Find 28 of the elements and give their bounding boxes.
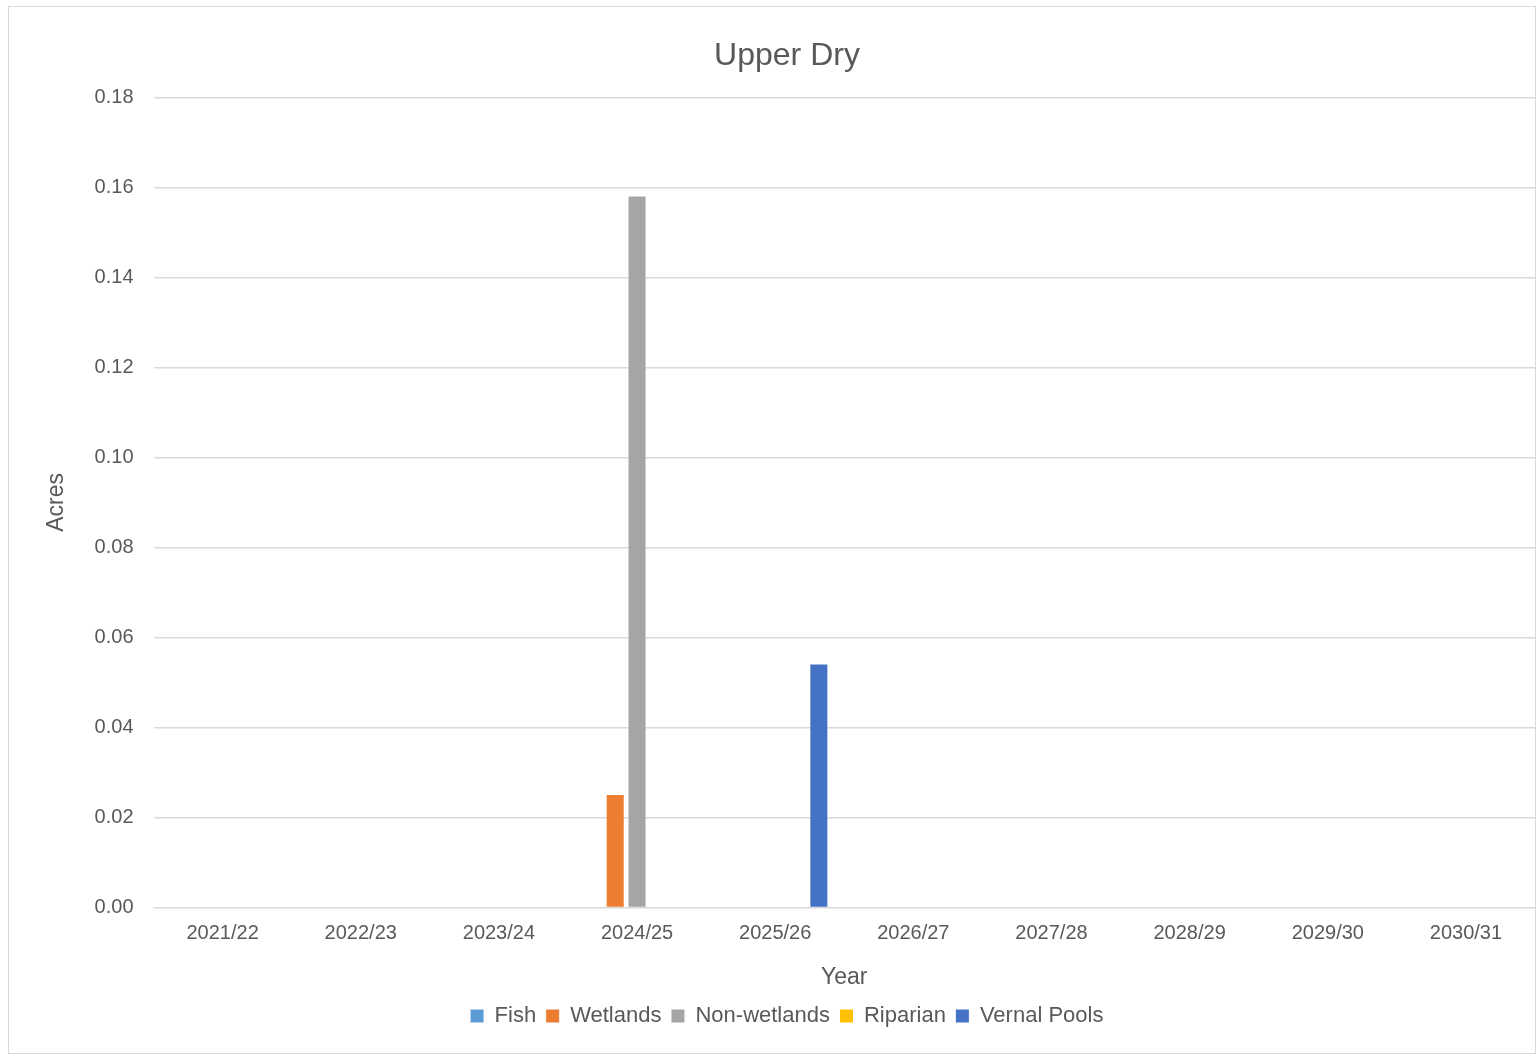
x-tick-label: 2027/28 [1015, 920, 1088, 943]
x-tick-label: 2023/24 [462, 920, 536, 943]
y-tick-label: 0.14 [94, 264, 134, 287]
x-axis-title: Year [821, 962, 868, 989]
y-tick-label: 0.16 [94, 174, 134, 197]
legend-label: Vernal Pools [979, 1002, 1104, 1028]
legend-label: Non-wetlands [695, 1002, 830, 1028]
y-tick-label: 0.02 [94, 804, 134, 827]
y-tick-label: 0.06 [94, 624, 134, 647]
x-tick-label: 2021/22 [186, 920, 259, 943]
y-axis-title: Acres [42, 473, 69, 532]
y-tick-label: 0.04 [94, 714, 134, 737]
x-tick-label: 2022/23 [324, 920, 397, 943]
y-tick-label: 0.00 [94, 894, 134, 917]
chart-title: Upper Dry [714, 36, 860, 73]
x-tick-label: 2026/27 [877, 920, 950, 943]
x-tick-label: 2025/26 [739, 920, 812, 943]
x-tick-label: 2028/29 [1153, 920, 1226, 943]
x-tick-label: 2030/31 [1429, 920, 1503, 943]
x-tick-label: 2029/30 [1291, 920, 1364, 943]
y-tick-label: 0.18 [94, 84, 134, 107]
y-tick-label: 0.12 [94, 354, 134, 377]
y-tick-label: 0.10 [94, 444, 134, 467]
legend-label: Wetlands [570, 1002, 662, 1028]
x-tick-label: 2024/25 [600, 920, 674, 943]
y-tick-label: 0.08 [94, 534, 134, 557]
legend-label: Riparian [863, 1002, 946, 1028]
legend-label: Fish [494, 1002, 537, 1028]
